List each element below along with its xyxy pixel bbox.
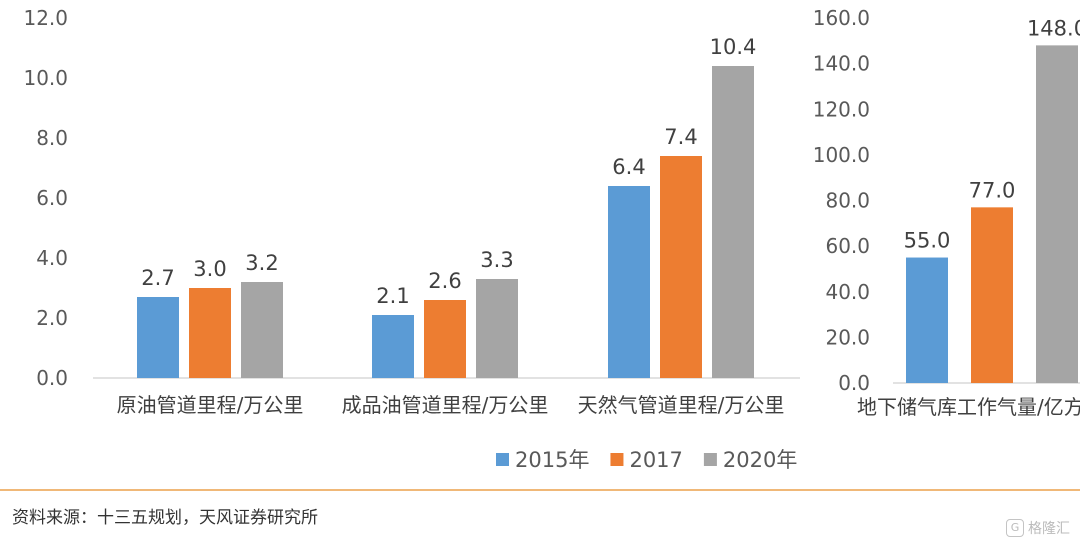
left-y-tick-label: 6.0: [36, 186, 68, 210]
left-bar-data-label: 3.3: [480, 248, 513, 272]
legend-label: 2017: [629, 448, 682, 472]
legend-swatch: [610, 453, 624, 466]
chart-svg: 0.0 2.0 4.0 6.0 8.0 10.0 12.0 2.7 2.1 6.4 3.0 2.6 7.…: [23, 6, 1080, 472]
left-bar-data-label: 2.6: [428, 269, 461, 293]
right-category-label: 地下储气库工作气量/亿方: [857, 395, 1080, 419]
right-bar-data-label: 148.0: [1027, 16, 1080, 40]
legend-swatch: [703, 453, 717, 466]
left-y-tick-label: 0.0: [36, 366, 68, 390]
left-bar: [372, 315, 414, 378]
left-bar-data-label: 10.4: [710, 35, 757, 59]
footer-divider: [0, 489, 1080, 491]
left-y-tick-label: 12.0: [23, 6, 68, 30]
source-note: 资料来源：十三五规划，天风证券研究所: [12, 508, 318, 528]
left-bar: [476, 279, 518, 378]
left-category-label: 原油管道里程/万公里: [117, 393, 304, 417]
legend-label: 2020年: [723, 448, 797, 472]
left-bar-data-label: 6.4: [612, 155, 645, 179]
right-y-tick-label: 20.0: [825, 325, 870, 349]
left-bar: [660, 156, 702, 378]
left-bar: [137, 297, 179, 378]
left-bar: [712, 66, 754, 378]
right-bar-data-label: 55.0: [904, 229, 951, 253]
left-bar: [608, 186, 650, 378]
left-bar-data-label: 7.4: [664, 125, 697, 149]
right-y-tick-label: 140.0: [813, 52, 870, 76]
left-bar: [424, 300, 466, 378]
left-y-tick-label: 4.0: [36, 246, 68, 270]
left-category-label: 成品油管道里程/万公里: [342, 393, 549, 417]
right-y-tick-label: 120.0: [813, 97, 870, 121]
right-bar-data-label: 77.0: [969, 178, 1016, 202]
left-bar: [241, 282, 283, 378]
left-bar-data-label: 3.2: [245, 251, 278, 275]
watermark-logo-icon: G: [1006, 519, 1024, 537]
left-bar-data-label: 2.7: [141, 266, 174, 290]
left-bar: [189, 288, 231, 378]
right-y-tick-label: 60.0: [825, 234, 870, 258]
right-bar: [1036, 45, 1078, 383]
legend-label: 2015年: [515, 448, 589, 472]
left-bar-data-label: 3.0: [193, 257, 226, 281]
watermark-text: 格隆汇: [1028, 521, 1070, 537]
left-y-tick-label: 2.0: [36, 306, 68, 330]
right-y-tick-label: 0.0: [838, 371, 870, 395]
left-category-label: 天然气管道里程/万公里: [578, 393, 785, 417]
legend-swatch: [496, 453, 509, 466]
right-y-tick-label: 100.0: [813, 143, 870, 167]
right-bar: [906, 257, 948, 383]
right-y-tick-label: 80.0: [825, 189, 870, 213]
right-y-tick-label: 40.0: [825, 280, 870, 304]
left-y-tick-label: 8.0: [36, 126, 68, 150]
left-y-tick-label: 10.0: [23, 66, 68, 90]
right-y-tick-label: 160.0: [813, 6, 870, 30]
watermark: G 格隆汇: [1006, 518, 1070, 538]
left-bar-data-label: 2.1: [376, 284, 409, 308]
right-bar: [971, 207, 1013, 383]
